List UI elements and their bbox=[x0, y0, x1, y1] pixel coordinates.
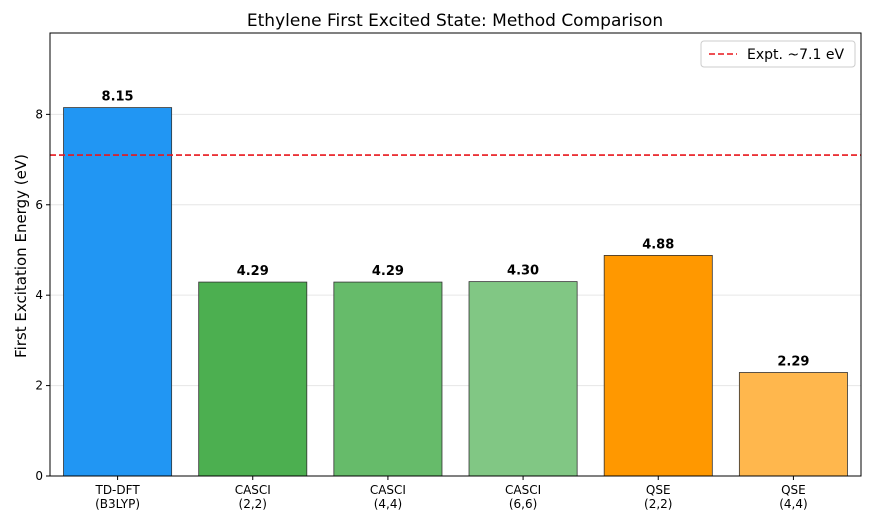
bar bbox=[468, 281, 578, 477]
data-label: 4.88 bbox=[642, 237, 674, 252]
bar bbox=[198, 281, 308, 477]
x-tick-label: (4,4) bbox=[374, 497, 402, 511]
bar bbox=[603, 255, 713, 477]
gridlines bbox=[50, 113, 861, 387]
x-tick-label: (2,2) bbox=[239, 497, 267, 511]
legend-label: Expt. ~7.1 eV bbox=[747, 47, 844, 63]
bar bbox=[333, 281, 443, 477]
data-label: 4.29 bbox=[237, 264, 269, 279]
data-label: 4.30 bbox=[507, 264, 539, 279]
x-tick-label: CASCI bbox=[235, 483, 271, 497]
y-axis-label: First Excitation Energy (eV) bbox=[12, 154, 30, 358]
x-tick-label: TD-DFT bbox=[94, 483, 140, 497]
y-tick-label: 2 bbox=[35, 379, 43, 393]
x-tick-label: CASCI bbox=[370, 483, 406, 497]
x-axis: TD-DFT(B3LYP)CASCI(2,2)CASCI(4,4)CASCI(6… bbox=[94, 476, 808, 511]
x-tick-label: QSE bbox=[781, 483, 806, 497]
x-tick-label: CASCI bbox=[505, 483, 541, 497]
chart-title: Ethylene First Excited State: Method Com… bbox=[247, 11, 663, 31]
bar bbox=[63, 107, 173, 477]
y-axis: 0 2 4 6 8 bbox=[35, 107, 50, 483]
bars: 8.15 4.29 4.29 4.30 4.88 2.29 bbox=[63, 90, 848, 477]
x-tick-label: (B3LYP) bbox=[95, 497, 140, 511]
y-tick-label: 4 bbox=[35, 288, 43, 302]
data-label: 8.15 bbox=[102, 90, 134, 105]
y-tick-label: 8 bbox=[35, 107, 43, 121]
plot-frame bbox=[49, 32, 862, 477]
y-tick-label: 6 bbox=[35, 198, 43, 212]
data-label: 2.29 bbox=[777, 354, 809, 369]
x-tick-label: (6,6) bbox=[509, 497, 537, 511]
x-tick-label: (2,2) bbox=[644, 497, 672, 511]
data-label: 4.29 bbox=[372, 264, 404, 279]
x-tick-label: QSE bbox=[646, 483, 671, 497]
y-tick-label: 0 bbox=[35, 469, 43, 483]
legend-box bbox=[700, 40, 856, 68]
x-tick-label: (4,4) bbox=[779, 497, 807, 511]
legend: Expt. ~7.1 eV bbox=[700, 40, 856, 68]
bar bbox=[738, 372, 848, 477]
